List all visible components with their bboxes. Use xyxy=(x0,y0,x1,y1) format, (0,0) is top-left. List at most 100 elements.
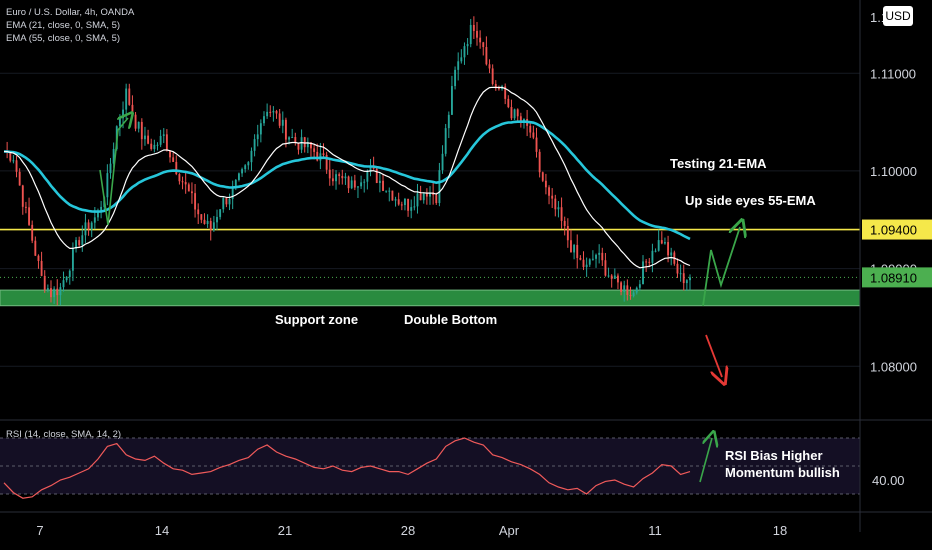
zigzag-arrow-left xyxy=(99,118,128,226)
candle-body xyxy=(144,135,146,140)
candle-body xyxy=(310,142,312,149)
candle-body xyxy=(388,190,391,192)
candle-body xyxy=(21,185,24,207)
candle-body xyxy=(510,107,513,119)
candle-body xyxy=(623,285,626,292)
candle-body xyxy=(237,173,240,180)
candle-body xyxy=(250,150,253,163)
candle-body xyxy=(156,144,159,146)
candle-body xyxy=(175,161,178,175)
currency-button[interactable]: USD xyxy=(883,6,913,26)
candle-body xyxy=(118,118,121,127)
candle-body xyxy=(557,207,560,210)
candle-body xyxy=(366,171,369,182)
candle-body xyxy=(404,198,406,206)
candle-body xyxy=(153,144,156,150)
time-tick-label: 11 xyxy=(648,523,662,538)
candle-body xyxy=(685,280,688,284)
candle-body xyxy=(37,255,40,261)
candle-body xyxy=(209,220,212,231)
candle-body xyxy=(335,174,337,182)
candle-body xyxy=(169,150,171,158)
candle-body xyxy=(159,135,162,145)
candle-body xyxy=(566,226,569,241)
candle-body xyxy=(162,134,165,136)
candle-body xyxy=(579,257,582,260)
candle-body xyxy=(648,261,651,263)
price-badges: 1.09400 1.08910 xyxy=(862,219,932,288)
candle-body xyxy=(670,252,673,256)
candle-body xyxy=(212,222,215,231)
candle-body xyxy=(607,275,610,277)
price-tick-label: 1.11000 xyxy=(870,66,916,81)
candle-body xyxy=(300,137,303,150)
candle-body xyxy=(494,83,497,89)
candle-body xyxy=(610,275,613,279)
candlestick-series xyxy=(6,16,691,306)
candle-body xyxy=(413,206,416,208)
candle-body xyxy=(667,242,670,256)
time-tick-label: 21 xyxy=(278,523,292,538)
candle-body xyxy=(457,61,460,70)
candle-body xyxy=(194,193,197,210)
time-tick-label: 18 xyxy=(773,523,787,538)
candle-body xyxy=(585,264,588,268)
annotation-rsi-bias: RSI Bias Higher xyxy=(725,448,823,463)
candle-body xyxy=(40,260,43,276)
candle-body xyxy=(613,275,616,279)
candle-body xyxy=(485,47,488,65)
candle-body xyxy=(184,182,187,185)
candle-body xyxy=(68,270,71,277)
candle-body xyxy=(360,182,363,187)
candle-body xyxy=(519,116,522,123)
candle-body xyxy=(472,24,475,31)
candle-body xyxy=(469,24,472,45)
candle-body xyxy=(322,153,325,155)
candle-body xyxy=(488,64,491,69)
candle-body xyxy=(454,69,457,87)
candle-body xyxy=(225,198,228,205)
candle-body xyxy=(28,207,30,225)
candle-body xyxy=(591,258,594,260)
candle-body xyxy=(147,135,150,144)
candle-body xyxy=(75,240,77,249)
candle-body xyxy=(385,190,388,192)
candle-body xyxy=(125,88,128,110)
candle-body xyxy=(297,142,300,150)
candle-body xyxy=(247,162,250,166)
candle-body xyxy=(535,137,538,152)
candle-body xyxy=(306,142,309,148)
annotation-testing-21-ema: Testing 21-EMA xyxy=(670,156,767,171)
candle-body xyxy=(642,261,644,285)
candle-body xyxy=(529,125,532,133)
candle-body xyxy=(651,250,654,263)
candle-body xyxy=(375,168,378,183)
candle-body xyxy=(394,199,397,201)
candle-body xyxy=(635,287,638,293)
time-tick-label: Apr xyxy=(499,523,520,538)
candle-body xyxy=(429,192,431,197)
candle-body xyxy=(178,174,181,182)
candle-body xyxy=(256,134,259,140)
resistance-price-badge: 1.09400 xyxy=(870,223,917,238)
candle-body xyxy=(460,57,463,62)
price-grid xyxy=(0,72,860,367)
candle-body xyxy=(288,137,290,140)
candle-body xyxy=(219,209,222,217)
candle-body xyxy=(598,252,601,255)
candle-body xyxy=(397,199,400,205)
annotation-upside-55-ema: Up side eyes 55-EMA xyxy=(685,193,816,208)
candle-body xyxy=(601,252,604,261)
candle-body xyxy=(369,165,372,172)
candle-body xyxy=(269,111,272,113)
annotation-support-zone: Support zone xyxy=(275,312,358,327)
rsi-line xyxy=(3,437,691,499)
annotation-momentum: Momentum bullish xyxy=(725,465,840,480)
candle-body xyxy=(93,217,96,223)
candle-body xyxy=(165,134,168,151)
candle-body xyxy=(216,216,218,223)
candle-body xyxy=(131,104,134,115)
candle-body xyxy=(400,204,403,206)
candle-body xyxy=(338,174,341,176)
